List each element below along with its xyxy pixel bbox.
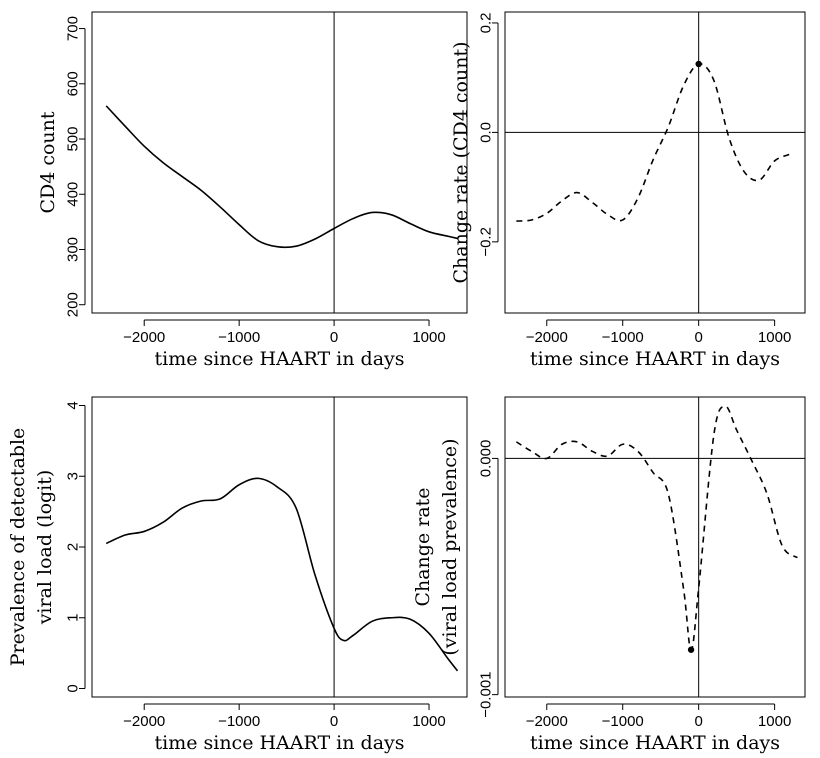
y-tick-label: 0.2 [478, 13, 495, 34]
x-tick-label: 1000 [758, 713, 791, 730]
plot-frame [504, 396, 806, 698]
x-tick-label: 0 [330, 329, 338, 346]
y-tick-label: 300 [65, 237, 82, 262]
panel-1: −2000 −1000 0 1000 200 300 400 500 600 700 time si… [37, 11, 468, 370]
x-tick-label: 0 [330, 713, 338, 730]
series-line [515, 405, 798, 651]
y-tick-label: −0.2 [478, 227, 495, 257]
y-tick-label: 4 [65, 401, 82, 409]
x-axis-label: time since HAART in days [154, 732, 404, 754]
y-axis-label: viral load (logit) [34, 470, 56, 626]
y-tick-label: 2 [65, 543, 82, 551]
x-tick-label: 1000 [758, 329, 791, 346]
x-tick-label: −2000 [526, 713, 568, 730]
y-tick-label: 1 [65, 614, 82, 622]
panel-4: −2000 −1000 0 1000 −0.001 0.000 time since HAA… [412, 396, 806, 754]
y-tick-label: 500 [65, 127, 82, 152]
x-axis-label: time since HAART in days [530, 348, 780, 370]
series-line [105, 105, 458, 249]
x-tick-label: 1000 [412, 329, 445, 346]
data-point-marker [695, 60, 702, 68]
y-axis-label: Prevalence of detectable [7, 428, 29, 667]
series-line [105, 477, 459, 672]
plot-frame [91, 11, 468, 314]
y-tick-label: 400 [65, 182, 82, 207]
x-tick-label: −2000 [123, 329, 165, 346]
x-tick-label: −2000 [123, 713, 165, 730]
x-tick-label: 0 [694, 329, 702, 346]
y-tick-label: 700 [65, 16, 82, 41]
data-point-marker [687, 646, 695, 653]
y-axis-label: CD4 count [37, 111, 59, 213]
x-tick-label: −1000 [218, 713, 260, 730]
x-tick-label: 0 [694, 713, 702, 730]
y-tick-label: 3 [65, 472, 82, 480]
y-tick-label: 200 [65, 292, 82, 317]
y-tick-label: 0 [65, 684, 82, 692]
x-axis-label: time since HAART in days [530, 732, 780, 754]
series-line [516, 63, 791, 222]
x-tick-label: −1000 [602, 329, 644, 346]
x-tick-label: −2000 [526, 329, 568, 346]
x-tick-label: −1000 [218, 329, 260, 346]
y-axis-label: (viral load prevalence) [439, 438, 461, 655]
y-tick-label: 600 [65, 71, 82, 96]
y-tick-label: 0.000 [478, 440, 495, 478]
plot-frame [504, 11, 806, 314]
plot-frame [91, 396, 468, 698]
panel-2: −2000 −1000 0 1000 −0.2 0.0 0.2 time since HAAR… [450, 11, 806, 370]
x-tick-label: −1000 [602, 713, 644, 730]
y-tick-label: 0.0 [478, 122, 495, 143]
panel-3: −2000 −1000 0 1000 0 1 2 3 4 time since HAART in … [7, 396, 468, 754]
y-axis-label: Change rate [412, 487, 434, 606]
y-tick-label: −0.001 [478, 671, 495, 717]
x-axis-label: time since HAART in days [154, 348, 404, 370]
y-axis-label: Change rate (CD4 count) [450, 41, 472, 283]
x-tick-label: 1000 [412, 713, 445, 730]
